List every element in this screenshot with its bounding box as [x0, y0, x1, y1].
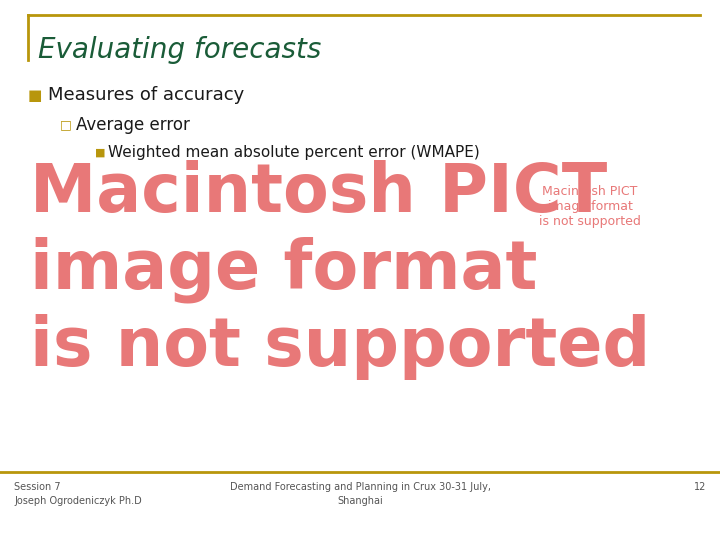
- Text: □: □: [60, 118, 72, 132]
- Text: ■: ■: [95, 148, 106, 158]
- Text: Evaluating forecasts: Evaluating forecasts: [38, 36, 321, 64]
- Text: 12: 12: [693, 482, 706, 492]
- Text: Session 7: Session 7: [14, 482, 60, 492]
- Text: Shanghai: Shanghai: [337, 496, 383, 506]
- Text: Weighted mean absolute percent error (WMAPE): Weighted mean absolute percent error (WM…: [108, 145, 480, 160]
- Text: Macintosh PICT
image format
is not supported: Macintosh PICT image format is not suppo…: [539, 185, 641, 228]
- Text: Joseph Ogrodeniczyk Ph.D: Joseph Ogrodeniczyk Ph.D: [14, 496, 142, 506]
- Text: Demand Forecasting and Planning in Crux 30-31 July,: Demand Forecasting and Planning in Crux …: [230, 482, 490, 492]
- Text: ■: ■: [28, 87, 42, 103]
- Text: Macintosh PICT
image format
is not supported: Macintosh PICT image format is not suppo…: [30, 160, 650, 380]
- Text: Average error: Average error: [76, 116, 190, 134]
- Text: Measures of accuracy: Measures of accuracy: [48, 86, 244, 104]
